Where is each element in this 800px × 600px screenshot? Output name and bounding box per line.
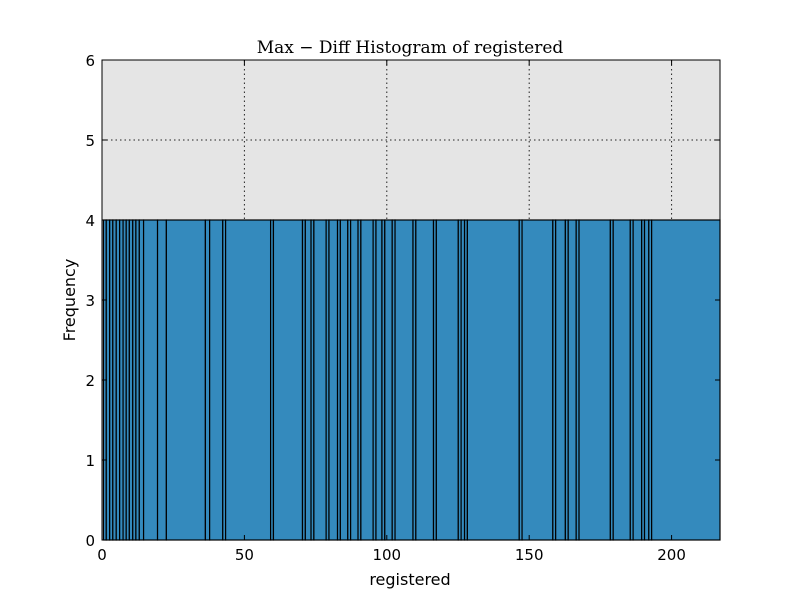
- x-tick-label-1: 50: [235, 546, 254, 564]
- histogram-bar-15: [204, 219, 211, 541]
- y-tick-label-2: 2: [85, 372, 95, 390]
- histogram-bar-26: [328, 219, 339, 541]
- x-tick-label-0: 0: [97, 546, 107, 564]
- histogram-bar-18: [225, 219, 272, 541]
- histogram-bar-11: [138, 219, 145, 541]
- histogram-bar-40: [415, 219, 435, 541]
- histogram-bar-14: [165, 219, 206, 541]
- histogram-bar-48: [521, 219, 554, 541]
- histogram-bar-50: [555, 219, 566, 541]
- y-axis-label: Frequency: [60, 259, 79, 342]
- histogram-bar-34: [375, 219, 383, 541]
- y-tick-label-0: 0: [85, 532, 95, 550]
- histogram-bar-30: [350, 219, 359, 541]
- y-tick-label-3: 3: [85, 292, 95, 310]
- axis-ticks: 0 50 100 150 200 0 1 2 3 4 5 6: [85, 52, 720, 564]
- histogram-bar-28: [339, 219, 349, 541]
- histogram-bar-56: [612, 219, 631, 541]
- y-tick-label-1: 1: [85, 452, 95, 470]
- y-tick-label-5: 5: [85, 132, 95, 150]
- x-axis-label: registered: [369, 570, 450, 589]
- histogram-bar-24: [313, 219, 327, 541]
- histogram-bar-36: [384, 219, 393, 541]
- histogram-bar-13: [156, 219, 167, 541]
- histogram-bar-22: [304, 219, 312, 541]
- histogram-bar-60: [643, 219, 650, 541]
- x-tick-label-4: 200: [657, 546, 686, 564]
- x-tick-label-3: 150: [515, 546, 544, 564]
- histogram-bar-38: [394, 219, 414, 541]
- y-tick-label-4: 4: [85, 212, 95, 230]
- histogram-bars: [102, 219, 721, 541]
- x-tick-label-2: 100: [372, 546, 401, 564]
- histogram-bar-58: [632, 219, 643, 541]
- histogram-bar-32: [360, 219, 374, 541]
- histogram-bar-12: [142, 219, 159, 541]
- histogram-bar-20: [272, 219, 304, 541]
- histogram-bar-42: [435, 219, 459, 541]
- histogram-bar-62: [651, 219, 721, 541]
- histogram-bar-46: [466, 219, 520, 541]
- histogram-bar-52: [567, 219, 577, 541]
- histogram-bar-54: [578, 219, 611, 541]
- histogram-bar-16: [209, 219, 224, 541]
- chart-title: Max − Diff Histogram of registered: [257, 38, 564, 58]
- y-tick-label-6: 6: [85, 52, 95, 70]
